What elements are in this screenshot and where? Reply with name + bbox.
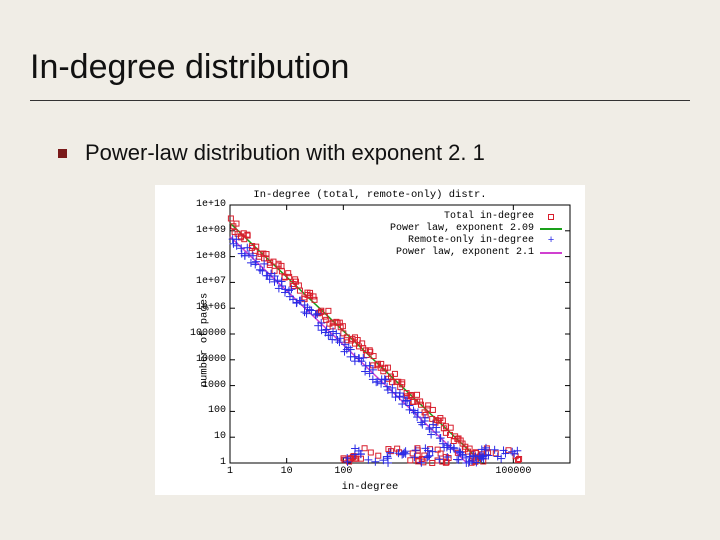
slide: In-degree distribution Power-law distrib… bbox=[0, 0, 720, 540]
x-axis-label: in-degree bbox=[155, 481, 585, 493]
y-tick-label: 1e+08 bbox=[196, 251, 226, 262]
chart: In-degree (total, remote-only) distr. nu… bbox=[155, 185, 585, 495]
y-tick-label: 1 bbox=[220, 457, 226, 468]
bullet-row: Power-law distribution with exponent 2. … bbox=[58, 140, 485, 166]
y-tick-label: 1000 bbox=[202, 380, 226, 391]
legend-item: Power law, exponent 2.09 bbox=[390, 223, 564, 235]
legend-swatch bbox=[538, 228, 564, 230]
bullet-text: Power-law distribution with exponent 2. … bbox=[85, 140, 485, 166]
legend-item: Power law, exponent 2.1 bbox=[390, 247, 564, 259]
y-tick-label: 1e+06 bbox=[196, 302, 226, 313]
legend-item: Remote-only in-degree + bbox=[390, 235, 564, 247]
legend-label: Power law, exponent 2.09 bbox=[390, 223, 534, 235]
x-tick-label: 10 bbox=[281, 466, 293, 477]
x-tick-label: 100000 bbox=[495, 466, 531, 477]
y-tick-label: 100 bbox=[208, 405, 226, 416]
y-tick-label: 1e+09 bbox=[196, 225, 226, 236]
title-rule bbox=[30, 100, 690, 101]
legend-swatch bbox=[538, 214, 564, 220]
legend-label: Total in-degree bbox=[444, 211, 534, 223]
slide-title: In-degree distribution bbox=[30, 48, 349, 87]
y-tick-label: 1e+10 bbox=[196, 199, 226, 210]
x-tick-label: 1 bbox=[227, 466, 233, 477]
legend-swatch bbox=[538, 252, 564, 254]
legend-label: Remote-only in-degree bbox=[408, 235, 534, 247]
legend-item: Total in-degree bbox=[390, 211, 564, 223]
y-tick-label: 10000 bbox=[196, 354, 226, 365]
y-tick-label: 10 bbox=[214, 431, 226, 442]
bullet-icon bbox=[58, 149, 67, 158]
x-tick-label: 100 bbox=[334, 466, 352, 477]
y-tick-label: 1e+07 bbox=[196, 276, 226, 287]
y-tick-label: 100000 bbox=[190, 328, 226, 339]
legend-swatch: + bbox=[538, 238, 564, 244]
legend-label: Power law, exponent 2.1 bbox=[396, 247, 534, 259]
legend: Total in-degreePower law, exponent 2.09R… bbox=[390, 211, 564, 259]
